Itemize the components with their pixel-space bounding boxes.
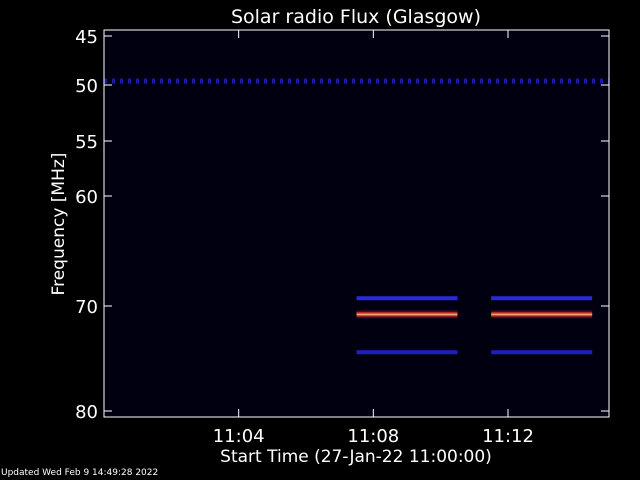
x-axis-label: Start Time (27-Jan-22 11:00:00) [220,447,492,467]
y-tick-label: 45 [75,27,98,48]
y-axis-ticks: 45 50 55 60 70 80 [75,27,609,423]
y-tick-label: 80 [75,402,98,423]
update-timestamp: Updated Wed Feb 9 14:49:28 2022 [1,468,159,478]
x-tick-label: 11:08 [347,426,399,447]
plot-area [104,30,609,417]
y-tick-label: 60 [75,187,98,208]
y-tick-label: 55 [75,132,98,153]
chart-title: Solar radio Flux (Glasgow) [231,6,481,28]
y-tick-label: 50 [75,76,98,97]
x-axis-ticks: 11:04 11:08 11:12 [213,30,534,447]
x-tick-label: 11:04 [213,426,265,447]
emission-bands [104,78,609,355]
y-tick-label: 70 [75,297,98,318]
x-tick-label: 11:12 [482,426,534,447]
y-axis-label: Frequency [MHz] [49,153,69,296]
plot-frame [103,29,610,418]
